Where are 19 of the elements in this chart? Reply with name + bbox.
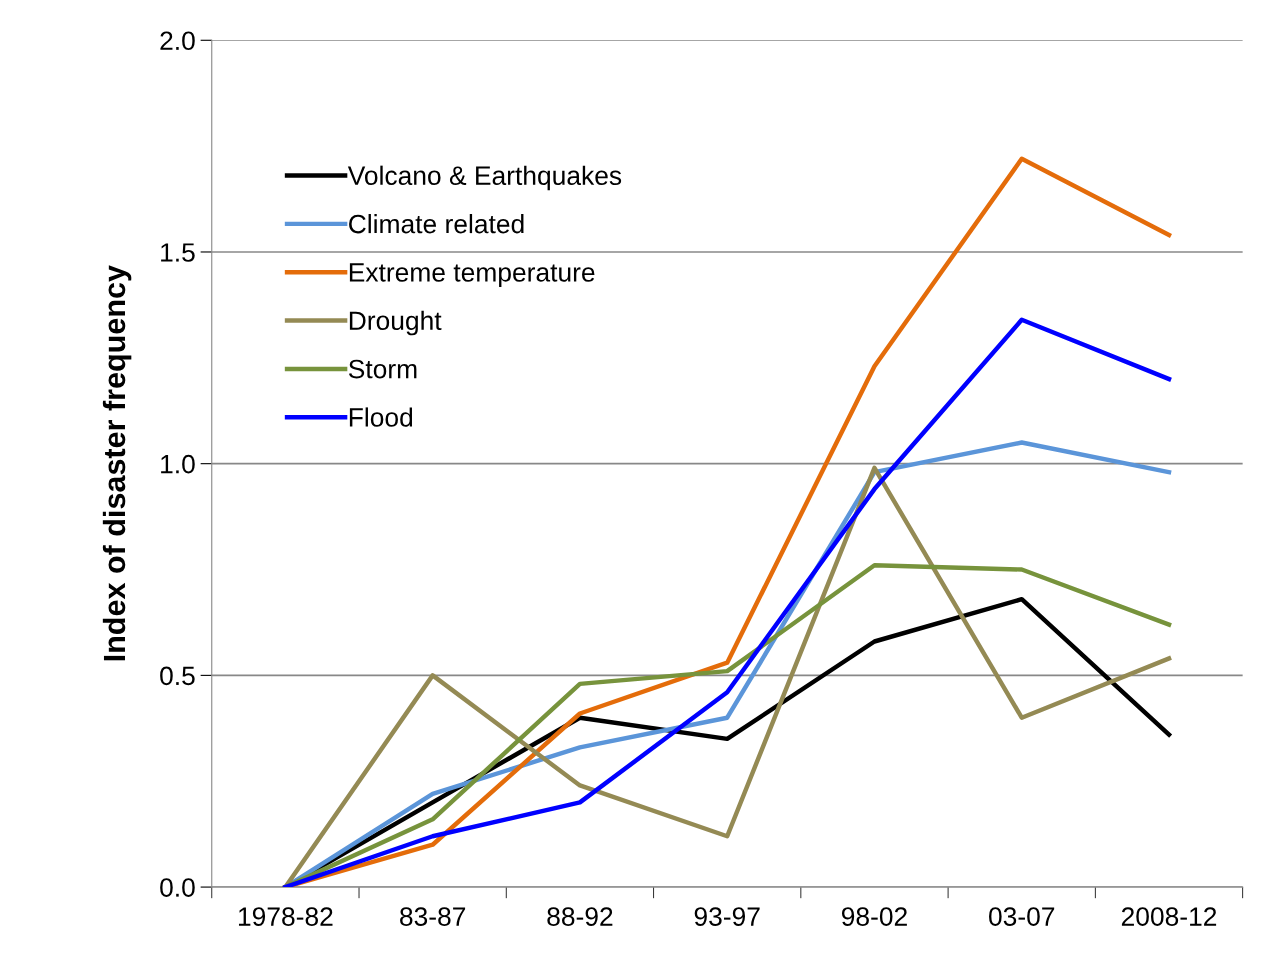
x-tick-label: 1978-82 [238,907,333,926]
y-tick-label: 0.5 [160,666,195,686]
x-tick-label: 88-92 [547,907,613,926]
x-tick-label: 2008-12 [1121,907,1217,926]
y-axis-title: Index of disaster frequency [102,265,132,661]
y-tick-label: 1.0 [161,454,195,474]
x-tick-label: 93-97 [694,907,760,926]
legend-label: Flood [349,407,413,427]
x-tick-label: 03-07 [989,907,1055,926]
legend-label: Extreme temperature [349,263,595,287]
x-tick-label: 83-87 [400,907,466,926]
y-tick-label: 1.5 [161,243,195,262]
legend-label: Climate related [349,213,524,234]
y-tick-label: 0.0 [160,878,195,897]
legend-label: Drought [349,310,442,336]
y-tick-label: 2.0 [160,31,195,51]
x-tick-label: 98-02 [841,907,907,926]
legend-label: Volcano & Earthquakes [347,165,622,191]
legend-label: Storm [348,359,417,379]
